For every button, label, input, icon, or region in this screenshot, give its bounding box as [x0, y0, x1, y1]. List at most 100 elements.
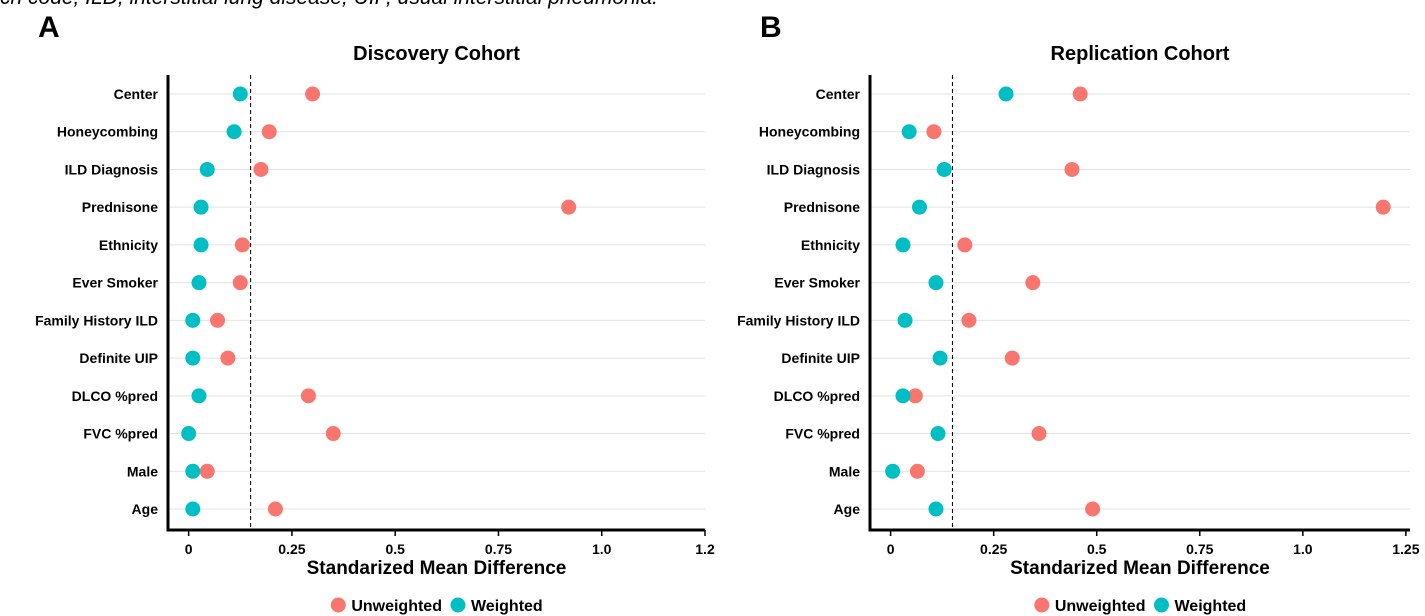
- dot: [895, 388, 911, 404]
- y-tick-label: Ethnicity: [99, 237, 158, 253]
- dot: [1031, 426, 1047, 442]
- dot: [1004, 350, 1020, 366]
- y-tick-label: ILD Diagnosis: [767, 161, 861, 177]
- dot: [232, 275, 248, 291]
- dot: [232, 86, 248, 102]
- dot: [267, 501, 283, 517]
- x-tick-label: 1.2: [695, 541, 715, 557]
- dot: [998, 86, 1014, 102]
- x-tick-label: 1.0: [1293, 541, 1313, 557]
- dot: [930, 426, 946, 442]
- dot: [1064, 161, 1080, 177]
- y-tick-label: DLCO %pred: [72, 388, 158, 404]
- dot: [300, 388, 316, 404]
- dot: [901, 124, 917, 140]
- y-tick-label: Center: [114, 86, 159, 102]
- dot: [928, 501, 944, 517]
- legend-marker: [450, 597, 466, 613]
- dot: [897, 312, 913, 328]
- dot: [895, 237, 911, 253]
- dot: [185, 350, 201, 366]
- dot: [185, 501, 201, 517]
- legend-marker: [1034, 597, 1050, 613]
- y-tick-label: Male: [829, 463, 860, 479]
- y-tick-label: FVC %pred: [83, 426, 158, 442]
- y-tick-label: Ethnicity: [801, 237, 860, 253]
- y-tick-label: DLCO %pred: [774, 388, 860, 404]
- legend-label: Unweighted: [351, 598, 442, 615]
- dot: [1085, 501, 1101, 517]
- x-tick-label: 0.75: [1186, 541, 1213, 557]
- y-tick-label: Definite UIP: [781, 350, 860, 366]
- x-axis-label: Standarized Mean Difference: [307, 558, 567, 579]
- chart-title: Discovery Cohort: [353, 43, 520, 65]
- dot: [185, 463, 201, 479]
- legend-marker: [330, 597, 346, 613]
- y-tick-label: FVC %pred: [785, 426, 860, 442]
- chart-title: Replication Cohort: [1051, 43, 1230, 65]
- y-tick-label: Male: [127, 463, 158, 479]
- dot: [1375, 199, 1391, 215]
- chart-panel: A Discovery Cohort Center Honeycombing ILD D…: [35, 11, 715, 615]
- y-tick-label: Age: [132, 501, 159, 517]
- dot: [1025, 275, 1041, 291]
- y-tick-label: Center: [816, 86, 861, 102]
- legend-label: Weighted: [471, 598, 543, 615]
- y-tick-label: Ever Smoker: [774, 275, 860, 291]
- dot: [191, 275, 207, 291]
- y-tick-label: Definite UIP: [79, 350, 158, 366]
- dot: [193, 237, 209, 253]
- legend-label: Unweighted: [1055, 598, 1146, 615]
- dot: [936, 161, 952, 177]
- dot: [957, 237, 973, 253]
- y-tick-label: Honeycombing: [759, 124, 860, 140]
- x-tick-label: 0.25: [980, 541, 1007, 557]
- x-tick-label: 1.25: [1392, 541, 1419, 557]
- legend-label: Weighted: [1174, 598, 1246, 615]
- dot: [253, 161, 269, 177]
- y-tick-label: Honeycombing: [57, 124, 158, 140]
- x-axis-label: Standarized Mean Difference: [1010, 558, 1270, 579]
- x-tick-label: 0: [185, 541, 193, 557]
- dot: [1072, 86, 1088, 102]
- chart-panel: B Replication Cohort Center Honeycombing ILD…: [737, 11, 1420, 615]
- y-tick-label: Prednisone: [784, 199, 860, 215]
- legend-marker: [1153, 597, 1169, 613]
- caption: ch code; ILD, interstitial lung disease;…: [0, 0, 658, 9]
- dot: [305, 86, 321, 102]
- legend: Unweighted Weighted: [330, 597, 543, 615]
- y-tick-label: Family History ILD: [35, 312, 158, 328]
- legend: Unweighted Weighted: [1034, 597, 1246, 615]
- x-tick-label: 0.75: [485, 541, 512, 557]
- dot: [191, 388, 207, 404]
- dot: [181, 426, 197, 442]
- y-tick-label: Age: [834, 501, 861, 517]
- x-tick-label: 0: [887, 541, 895, 557]
- dot: [185, 312, 201, 328]
- x-tick-label: 1.0: [592, 541, 612, 557]
- dot: [220, 350, 236, 366]
- dot: [210, 312, 226, 328]
- panel-letter: A: [38, 11, 60, 44]
- dot: [561, 199, 577, 215]
- dot: [907, 388, 923, 404]
- dot: [885, 463, 901, 479]
- y-tick-label: ILD Diagnosis: [65, 161, 159, 177]
- dot: [909, 463, 925, 479]
- x-tick-label: 0.5: [1087, 541, 1107, 557]
- dot: [926, 124, 942, 140]
- dot: [199, 463, 215, 479]
- dot: [261, 124, 277, 140]
- dot: [199, 161, 215, 177]
- dot: [226, 124, 242, 140]
- panel-letter: B: [760, 11, 782, 44]
- dot: [932, 350, 948, 366]
- dot: [325, 426, 341, 442]
- y-tick-label: Family History ILD: [737, 312, 860, 328]
- dot: [234, 237, 250, 253]
- y-tick-label: Prednisone: [82, 199, 158, 215]
- y-tick-label: Ever Smoker: [72, 275, 158, 291]
- dot: [961, 312, 977, 328]
